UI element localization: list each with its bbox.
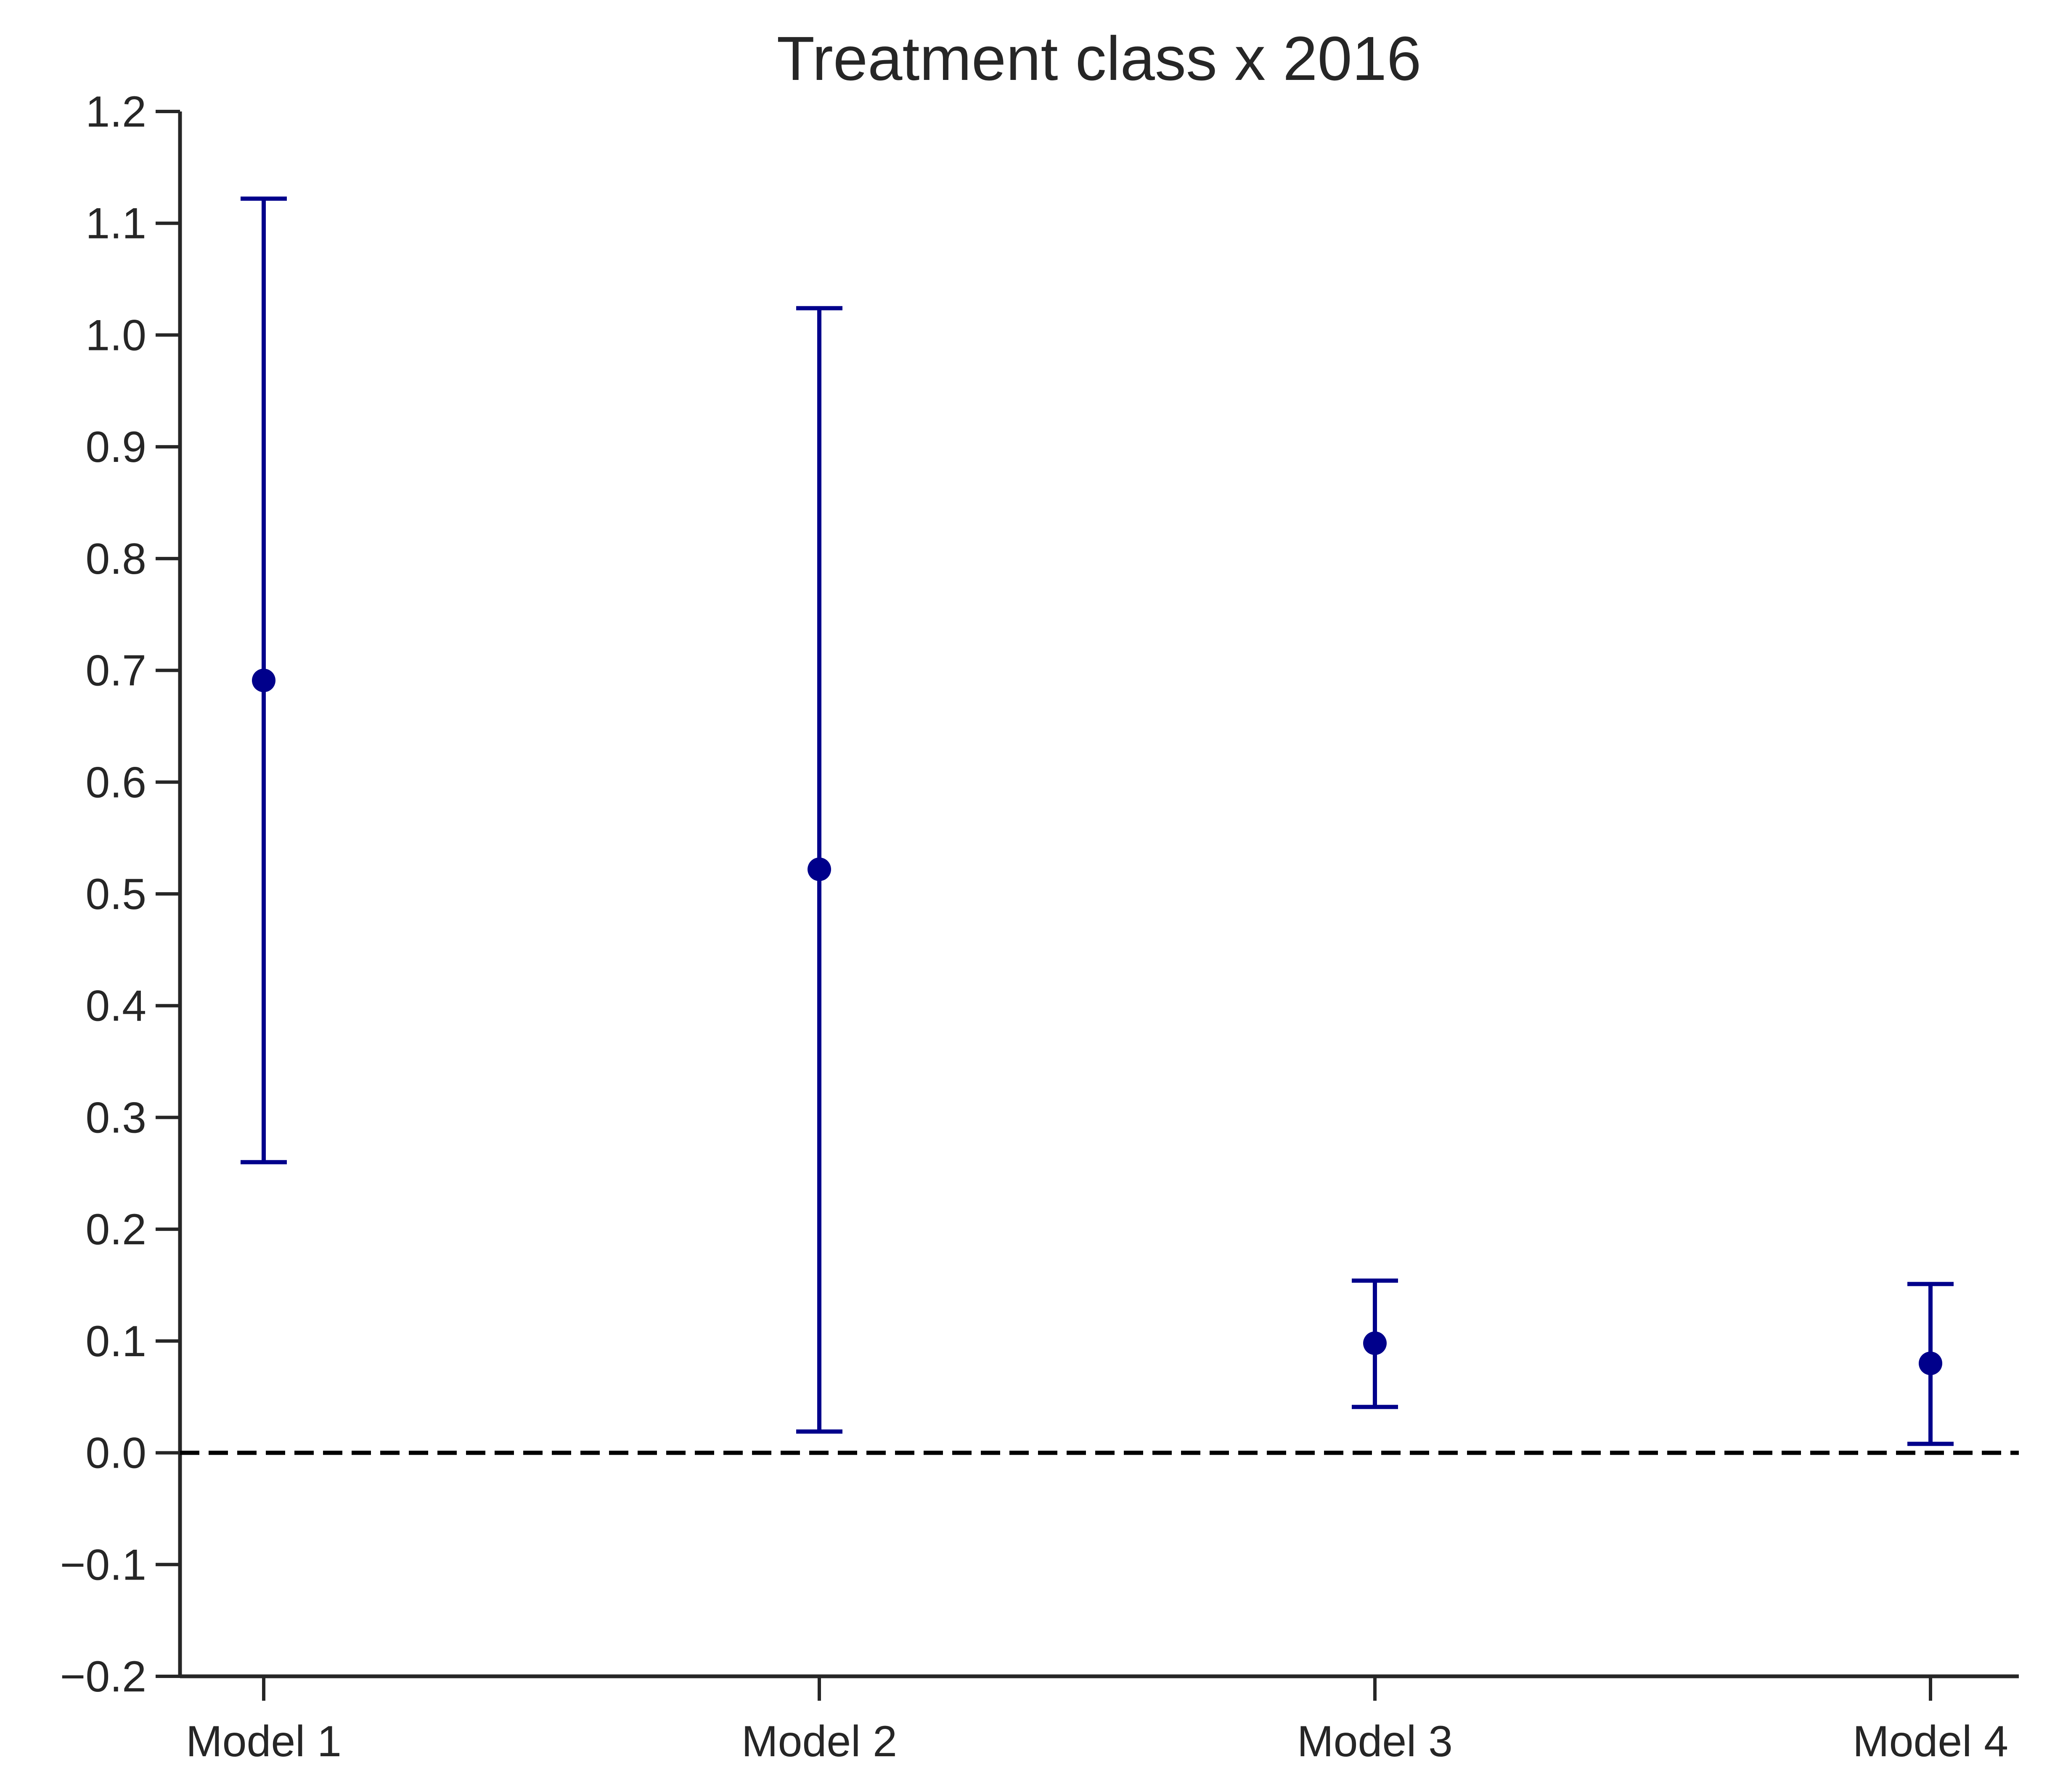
estimate-group: [796, 306, 842, 1434]
point-estimate: [252, 668, 275, 692]
y-tick-label: 1.2: [85, 87, 146, 136]
estimate-group: [1352, 1278, 1398, 1409]
y-tick-label: 0.8: [85, 535, 146, 583]
point-estimate: [1919, 1352, 1942, 1375]
y-tick-label: 0.3: [85, 1093, 146, 1142]
point-estimate: [808, 857, 831, 881]
x-tick-label: Model 3: [1297, 1717, 1453, 1766]
y-tick-label: 0.9: [85, 423, 146, 472]
y-axis: −0.2 −0.1 0.0 0.1 0.2 0.3 0.4 0.5 0.6 0.7 0.8 0.9 1.…: [60, 87, 182, 1701]
y-tick-label: 0.6: [85, 758, 146, 807]
y-tick-label: 1.1: [85, 199, 146, 248]
y-tick-label: 0.0: [85, 1429, 146, 1478]
x-tick-label: Model 4: [1853, 1717, 2008, 1766]
estimate-group: [1907, 1282, 1954, 1446]
y-tick-label: 0.7: [85, 647, 146, 695]
y-tick-label: 0.2: [85, 1205, 146, 1254]
y-tick-label: 0.4: [85, 982, 146, 1031]
y-tick-label: 0.5: [85, 870, 146, 919]
y-tick-label: −0.2: [60, 1652, 146, 1701]
y-tick-label: 0.1: [85, 1317, 146, 1366]
x-tick-label: Model 2: [741, 1717, 897, 1766]
x-tick-label: Model 1: [186, 1717, 342, 1766]
plot-marks: [241, 196, 1954, 1446]
x-axis: Model 1 Model 2 Model 3 Model 4: [180, 1674, 2019, 1766]
y-tick-label: −0.1: [60, 1540, 146, 1589]
estimate-group: [241, 196, 287, 1164]
y-tick-label: 1.0: [85, 311, 146, 360]
point-estimate: [1363, 1331, 1387, 1355]
chart-title: Treatment class x 2016: [777, 24, 1422, 93]
